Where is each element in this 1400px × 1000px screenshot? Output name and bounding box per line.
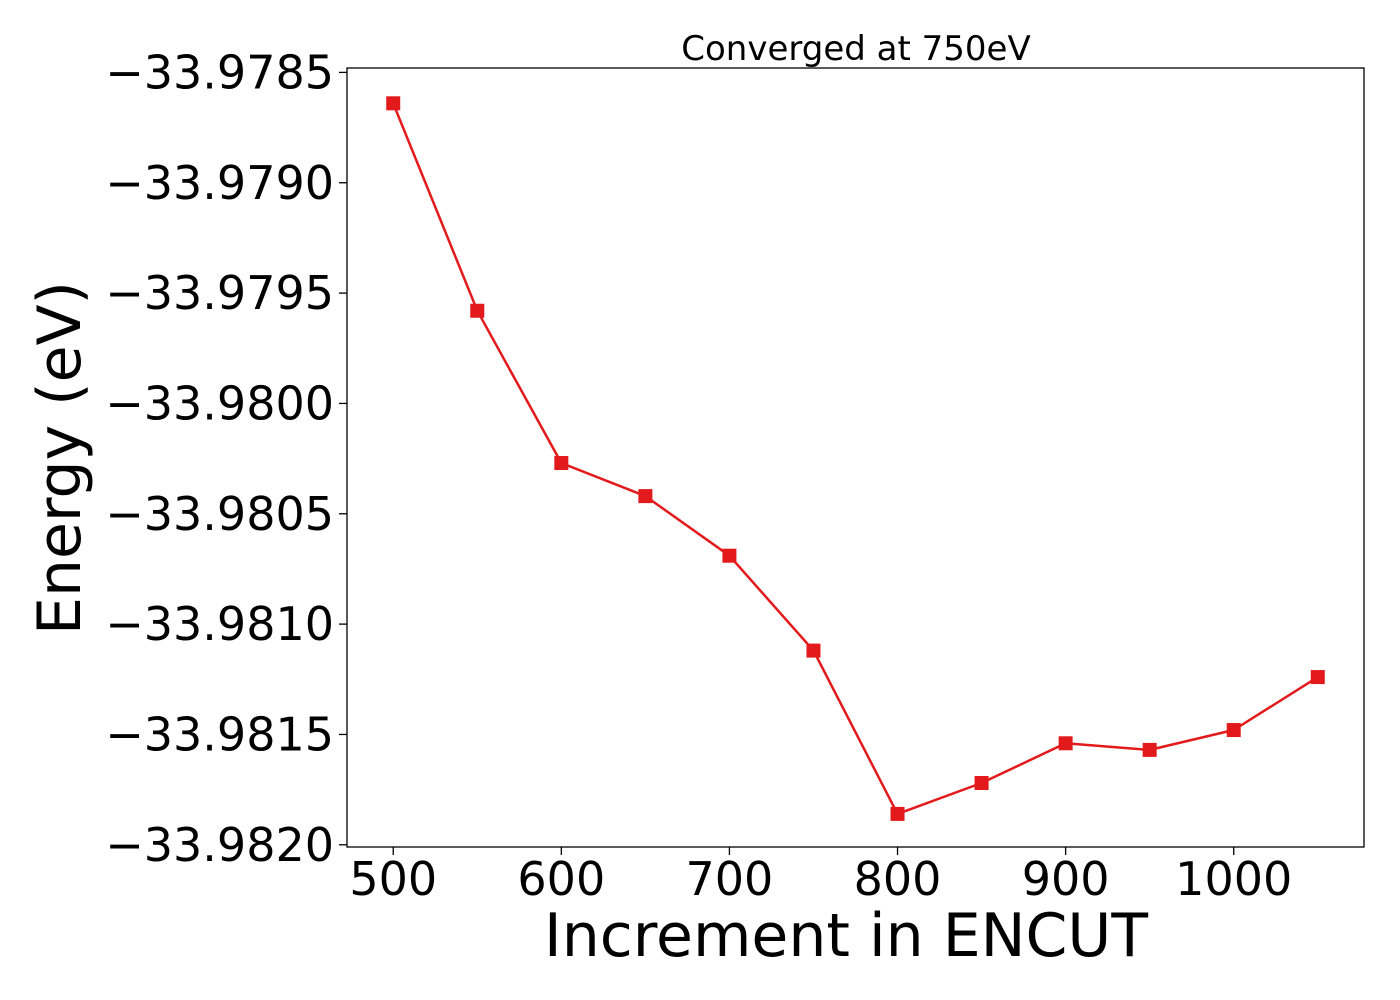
data-point-marker [386,96,401,111]
y-tick-label: −33.9790 [105,156,334,210]
y-tick-label: −33.9785 [105,45,334,99]
data-point-marker [554,456,569,471]
x-tick-label: 500 [349,852,437,906]
x-tick-label: 1000 [1175,852,1292,906]
data-point-marker [1058,736,1073,751]
data-point-marker [470,303,485,318]
data-point-marker [1226,723,1241,738]
data-point-marker [722,548,737,563]
data-point-marker [890,806,905,821]
x-tick-label: 900 [1022,852,1110,906]
data-point-marker [1142,742,1157,757]
plot-area [386,96,1325,821]
chart-title: Converged at 750eV [681,29,1030,69]
series-line [392,102,1319,816]
y-axis-label: Energy (eV) [25,281,95,635]
y-tick-label: −33.9795 [105,266,334,320]
plot-frame [346,67,1365,848]
data-point-marker [638,489,653,504]
axis-ticks: 500 600 700 800 900 1000 −33.9820 −33.9815 −33.9… [105,45,1292,906]
y-tick-label: −33.9805 [105,487,334,541]
data-point-marker [1310,670,1325,685]
y-tick-label: −33.9820 [105,818,334,872]
x-axis-label: Increment in ENCUT [544,901,1148,971]
x-tick-label: 600 [517,852,605,906]
x-tick-label: 800 [854,852,942,906]
y-tick-label: −33.9810 [105,597,334,651]
x-tick-label: 700 [686,852,774,906]
data-point-marker [806,643,821,658]
y-tick-label: −33.9815 [105,707,334,761]
y-tick-label: −33.9800 [105,376,334,430]
data-point-marker [974,776,989,791]
